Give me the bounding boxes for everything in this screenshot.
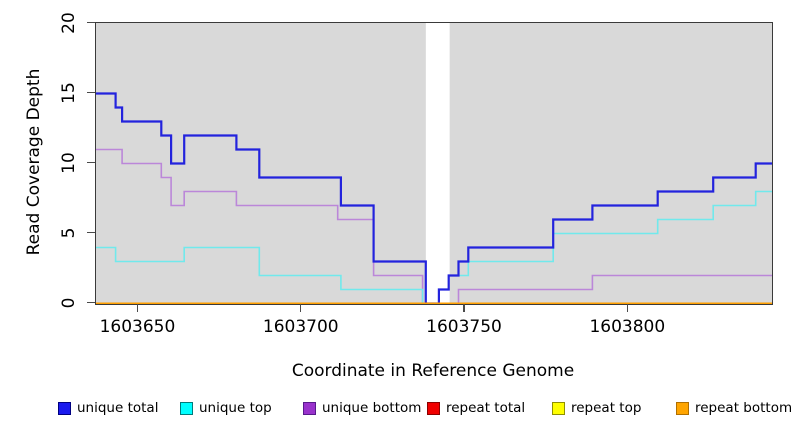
x-tick-mark [463,304,465,312]
plot-area [95,22,773,305]
y-tick-mark [87,301,95,304]
x-tick-mark [626,304,629,312]
x-tick-mark [136,304,139,312]
legend-label: unique total [77,400,159,416]
legend-swatch-repeat-total [427,402,440,415]
plot-lines [96,23,772,304]
legend-swatch-repeat-bottom [676,402,689,415]
legend-swatch-unique-bottom [303,402,316,415]
legend-swatch-unique-top [180,402,193,415]
x-tick-mark [299,304,302,312]
uncovered-region-band [425,23,450,304]
y-tick-label: 5 [59,227,79,238]
y-axis-title: Read Coverage Depth [24,68,44,256]
legend-label: unique top [199,400,272,416]
legend-label: repeat total [446,400,526,416]
legend-label: repeat bottom [695,400,792,416]
x-tick-label: 1603800 [589,317,666,337]
x-axis-title: Coordinate in Reference Genome [291,361,575,381]
y-tick-label: 20 [59,11,79,34]
x-tick-label: 1603750 [426,317,502,337]
legend-swatch-repeat-top [552,402,565,415]
y-tick-mark [87,91,95,94]
y-tick-mark [87,231,95,234]
y-tick-mark [87,21,95,24]
legend-swatch-unique-total [58,402,71,415]
y-tick-label: 0 [59,297,79,308]
y-tick-label: 15 [59,81,79,104]
legend-label: repeat top [571,400,642,416]
y-tick-mark [87,161,95,164]
x-tick-label: 1603650 [99,317,176,337]
y-tick-label: 10 [59,151,79,174]
x-tick-label: 1603700 [262,317,339,337]
series-line-unique-bottom [96,148,772,304]
series-line-unique-total [96,92,772,304]
legend-label: unique bottom [322,400,422,416]
